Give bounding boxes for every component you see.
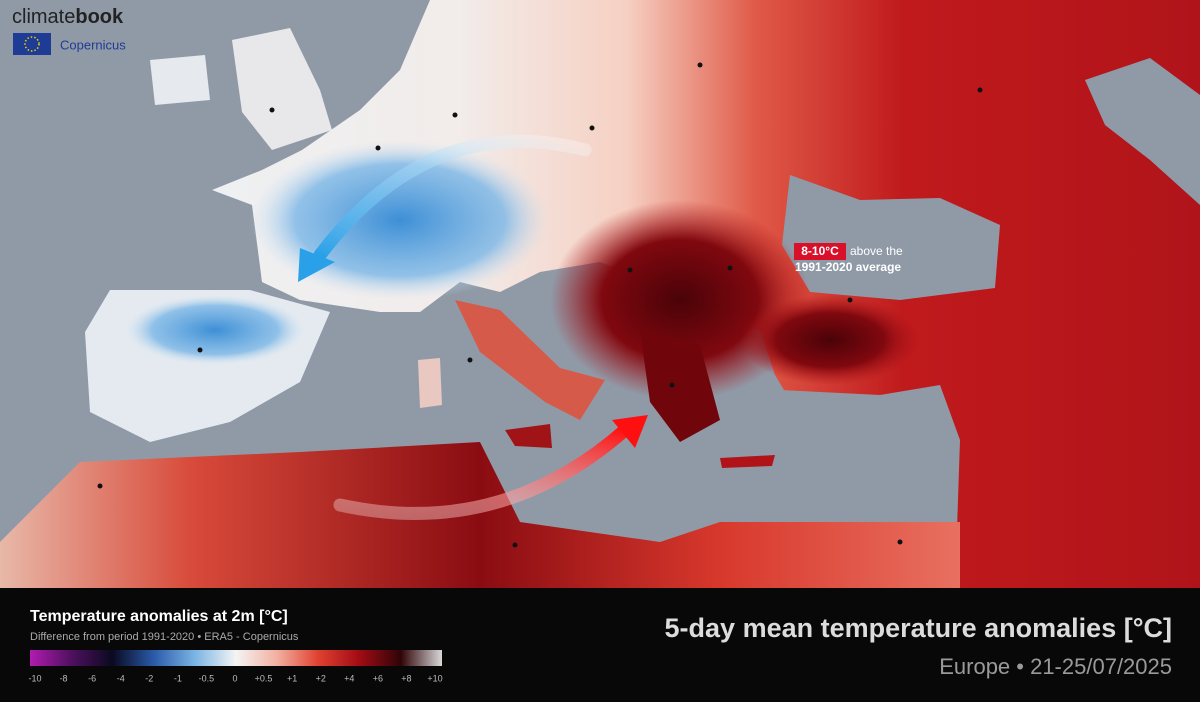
colorbar-tick-label: +2 [316, 673, 326, 683]
eu-flag [13, 33, 51, 55]
city [897, 539, 903, 545]
colorbar-tick-label: -10 [28, 673, 41, 683]
city [197, 347, 203, 353]
city [589, 125, 595, 131]
eu-stars [24, 36, 40, 52]
colorbar-tick-label: +8 [401, 673, 411, 683]
city [727, 265, 733, 271]
arrow-head [298, 248, 335, 282]
sicily [505, 424, 552, 448]
colorbar-tick-label: 0 [232, 673, 237, 683]
colorbar-tick-label: -6 [88, 673, 96, 683]
city [512, 542, 518, 548]
colorbar-tick-label: -1 [174, 673, 182, 683]
colorbar-tick-label: -8 [60, 673, 68, 683]
footer-title: 5-day mean temperature anomalies [°C] [665, 613, 1172, 643]
city [697, 62, 703, 68]
arrow-cold [313, 134, 592, 262]
city [269, 107, 275, 113]
annotation-highlight: 8-10°C [801, 244, 839, 258]
footer-subtitle: Europe • 21-25/07/2025 [939, 654, 1172, 679]
colorbar-ticks: -10 -8 -6 -4 -2 -1 -0.5 0 +0.5 +1 +2 +4 +6 +8 +10 [28, 673, 442, 683]
colorbar [30, 650, 442, 666]
ireland [150, 55, 210, 105]
cities [97, 62, 983, 548]
city [452, 112, 458, 118]
city [97, 483, 103, 489]
city [847, 297, 853, 303]
colorbar-tick-label: +0.5 [255, 673, 273, 683]
city [375, 145, 381, 151]
black-sea [782, 175, 1000, 300]
colorbar-tick-label: +1 [287, 673, 297, 683]
north-africa [0, 442, 960, 588]
colorbar-tick-label: -0.5 [199, 673, 215, 683]
cold-anomaly [125, 295, 305, 365]
city [467, 357, 473, 363]
brand-bold: book [75, 6, 124, 28]
legend-title: Temperature anomalies at 2m [°C] [30, 608, 288, 625]
map [0, 0, 1200, 588]
city [627, 267, 633, 273]
colorbar-tick-label: +6 [373, 673, 383, 683]
caspian-sea [1085, 58, 1200, 205]
highlight-box [794, 243, 846, 260]
city [669, 382, 675, 388]
hot-anomaly [740, 295, 920, 385]
city [977, 87, 983, 93]
sardinia [418, 358, 442, 408]
partner-name: Copernicus [60, 37, 126, 52]
annotation: 8-10°C above the 1991-2020 average [794, 243, 903, 274]
colorbar-tick-label: +10 [427, 673, 442, 683]
italy [455, 300, 605, 420]
footer-band [0, 588, 1200, 702]
brand-name: climatebook [12, 6, 124, 28]
brand-light: climate [12, 6, 75, 28]
colorbar-tick-label: -4 [117, 673, 125, 683]
annotation-text: 1991-2020 average [795, 260, 901, 274]
britain [232, 28, 332, 150]
arrow-warm [333, 423, 632, 520]
crete [720, 455, 775, 468]
colorbar-tick-label: +4 [344, 673, 354, 683]
annotation-text: above the [850, 244, 903, 258]
legend-subtitle: Difference from period 1991-2020 • ERA5 … [30, 631, 299, 643]
colorbar-tick-label: -2 [145, 673, 153, 683]
greece [640, 330, 720, 442]
cold-anomaly [250, 140, 550, 300]
arrow-head [612, 415, 648, 448]
brand: climatebook Copernicus [12, 6, 126, 55]
